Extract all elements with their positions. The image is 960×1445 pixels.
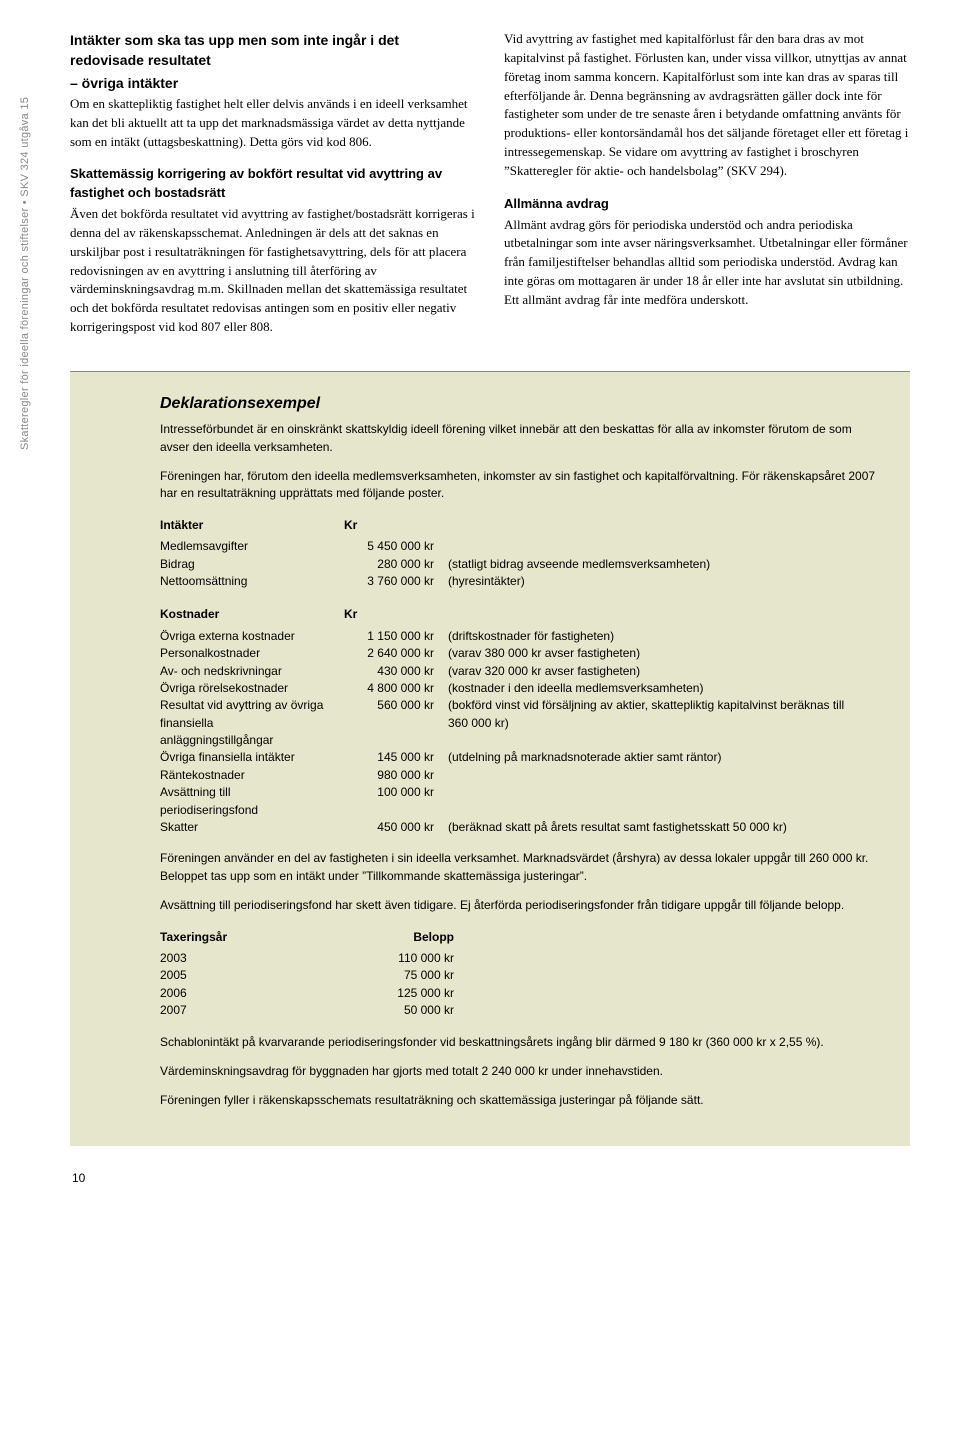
- row-note: (varav 320 000 kr avser fastigheten): [448, 663, 880, 680]
- row-label: 2005: [160, 967, 374, 984]
- left-column: Intäkter som ska tas upp men som inte in…: [70, 30, 476, 347]
- row-label: Av- och nedskrivningar: [160, 663, 344, 680]
- left-heading-2: Skattemässig korrigering av bokfört resu…: [70, 165, 476, 203]
- cost-header-amount: Kr: [344, 604, 448, 627]
- row-amount: 450 000 kr: [344, 819, 448, 836]
- example-mid-1: Föreningen använder en del av fastighete…: [160, 850, 880, 885]
- table-row: Nettoomsättning3 760 000 kr(hyresintäkte…: [160, 573, 724, 590]
- row-amount: 1 150 000 kr: [344, 628, 448, 645]
- income-table: Intäkter Kr Medlemsavgifter5 450 000 krB…: [160, 515, 724, 591]
- row-note: (beräknad skatt på årets resultat samt f…: [448, 819, 880, 836]
- row-note: [448, 767, 880, 784]
- tax-header-row: Taxeringsår Belopp: [160, 927, 468, 950]
- document-page: Skatteregler för ideella föreningar och …: [0, 0, 960, 1217]
- row-label: Nettoomsättning: [160, 573, 344, 590]
- row-label: Medlemsavgifter: [160, 538, 344, 555]
- income-header-amount: Kr: [344, 515, 448, 538]
- row-label: 2007: [160, 1002, 374, 1019]
- row-label: Övriga rörelsekostnader: [160, 680, 344, 697]
- cost-header-label: Kostnader: [160, 604, 344, 627]
- row-amount: 3 760 000 kr: [344, 573, 448, 590]
- row-amount: 430 000 kr: [344, 663, 448, 680]
- left-heading-1b: – övriga intäkter: [70, 73, 476, 93]
- example-mid-2: Avsättning till periodiseringsfond har s…: [160, 897, 880, 914]
- row-note: (utdelning på marknadsnoterade aktier sa…: [448, 749, 880, 766]
- row-amount: 5 450 000 kr: [344, 538, 448, 555]
- example-intro-2: Föreningen har, förutom den ideella medl…: [160, 468, 880, 503]
- example-end-1: Schablonintäkt på kvarvarande periodiser…: [160, 1034, 880, 1051]
- row-amount: 980 000 kr: [344, 767, 448, 784]
- row-note: [448, 538, 724, 555]
- table-row: 2003110 000 kr: [160, 950, 468, 967]
- row-label: Personalkostnader: [160, 645, 344, 662]
- right-column: Vid avyttring av fastighet med kapitalfö…: [504, 30, 910, 347]
- right-heading-2: Allmänna avdrag: [504, 195, 910, 214]
- row-amount: 125 000 kr: [374, 985, 468, 1002]
- table-row: Övriga rörelsekostnader4 800 000 kr(kost…: [160, 680, 880, 697]
- row-label: 2003: [160, 950, 374, 967]
- example-end-2: Värdeminskningsavdrag för byggnaden har …: [160, 1063, 880, 1080]
- tax-header-label: Taxeringsår: [160, 927, 374, 950]
- table-row: Avsättning till periodiseringsfond100 00…: [160, 784, 880, 819]
- row-amount: 110 000 kr: [374, 950, 468, 967]
- row-label: Övriga finansiella intäkter: [160, 749, 344, 766]
- row-note: (kostnader i den ideella medlemsverksamh…: [448, 680, 880, 697]
- table-row: Övriga finansiella intäkter145 000 kr(ut…: [160, 749, 880, 766]
- income-header-row: Intäkter Kr: [160, 515, 724, 538]
- row-amount: 100 000 kr: [344, 784, 448, 819]
- row-label: Bidrag: [160, 556, 344, 573]
- row-amount: 560 000 kr: [344, 697, 448, 749]
- left-paragraph-2: Även det bokförda resultatet vid avyttri…: [70, 205, 476, 337]
- income-header-label: Intäkter: [160, 515, 344, 538]
- row-amount: 145 000 kr: [344, 749, 448, 766]
- left-heading-1a: Intäkter som ska tas upp men som inte in…: [70, 30, 476, 71]
- table-row: Bidrag280 000 kr(statligt bidrag avseend…: [160, 556, 724, 573]
- right-paragraph-2: Allmänt avdrag görs för periodiska under…: [504, 216, 910, 310]
- row-label: Räntekostnader: [160, 767, 344, 784]
- side-publication-label: Skatteregler för ideella föreningar och …: [18, 97, 34, 450]
- row-amount: 50 000 kr: [374, 1002, 468, 1019]
- two-column-body: Intäkter som ska tas upp men som inte in…: [70, 30, 910, 347]
- cost-header-row: Kostnader Kr: [160, 604, 880, 627]
- example-end-3: Föreningen fyller i räkenskapsschemats r…: [160, 1092, 880, 1109]
- row-label: Övriga externa kostnader: [160, 628, 344, 645]
- row-note: (statligt bidrag avseende medlemsverksam…: [448, 556, 724, 573]
- cost-table: Kostnader Kr Övriga externa kostnader1 1…: [160, 604, 880, 836]
- row-label: 2006: [160, 985, 374, 1002]
- row-label: Resultat vid avyttring av övriga finansi…: [160, 697, 344, 749]
- table-row: Räntekostnader980 000 kr: [160, 767, 880, 784]
- table-row: Medlemsavgifter5 450 000 kr: [160, 538, 724, 555]
- table-row: Av- och nedskrivningar430 000 kr(varav 3…: [160, 663, 880, 680]
- row-amount: 75 000 kr: [374, 967, 468, 984]
- row-note: (hyresintäkter): [448, 573, 724, 590]
- right-paragraph-1: Vid avyttring av fastighet med kapitalfö…: [504, 30, 910, 181]
- table-row: Övriga externa kostnader1 150 000 kr(dri…: [160, 628, 880, 645]
- row-label: Skatter: [160, 819, 344, 836]
- example-title: Deklarationsexempel: [160, 392, 880, 415]
- table-row: Personalkostnader2 640 000 kr(varav 380 …: [160, 645, 880, 662]
- table-row: 200750 000 kr: [160, 1002, 468, 1019]
- example-box: Deklarationsexempel Intresseförbundet är…: [70, 371, 910, 1146]
- left-paragraph-1: Om en skattepliktig fastighet helt eller…: [70, 95, 476, 152]
- row-amount: 4 800 000 kr: [344, 680, 448, 697]
- row-amount: 280 000 kr: [344, 556, 448, 573]
- tax-rows: 2003110 000 kr200575 000 kr2006125 000 k…: [160, 950, 468, 1020]
- page-number: 10: [72, 1170, 910, 1187]
- income-rows: Medlemsavgifter5 450 000 krBidrag280 000…: [160, 538, 724, 590]
- row-amount: 2 640 000 kr: [344, 645, 448, 662]
- tax-header-amount: Belopp: [374, 927, 468, 950]
- table-row: Resultat vid avyttring av övriga finansi…: [160, 697, 880, 749]
- row-note: (driftskostnader för fastigheten): [448, 628, 880, 645]
- table-row: 2006125 000 kr: [160, 985, 468, 1002]
- table-row: Skatter450 000 kr(beräknad skatt på året…: [160, 819, 880, 836]
- row-note: [448, 784, 880, 819]
- table-row: 200575 000 kr: [160, 967, 468, 984]
- cost-rows: Övriga externa kostnader1 150 000 kr(dri…: [160, 628, 880, 837]
- row-note: (varav 380 000 kr avser fastigheten): [448, 645, 880, 662]
- row-note: (bokförd vinst vid försäljning av aktier…: [448, 697, 880, 749]
- example-intro-1: Intresseförbundet är en oinskränkt skatt…: [160, 421, 880, 456]
- row-label: Avsättning till periodiseringsfond: [160, 784, 344, 819]
- tax-year-table: Taxeringsår Belopp 2003110 000 kr200575 …: [160, 927, 468, 1020]
